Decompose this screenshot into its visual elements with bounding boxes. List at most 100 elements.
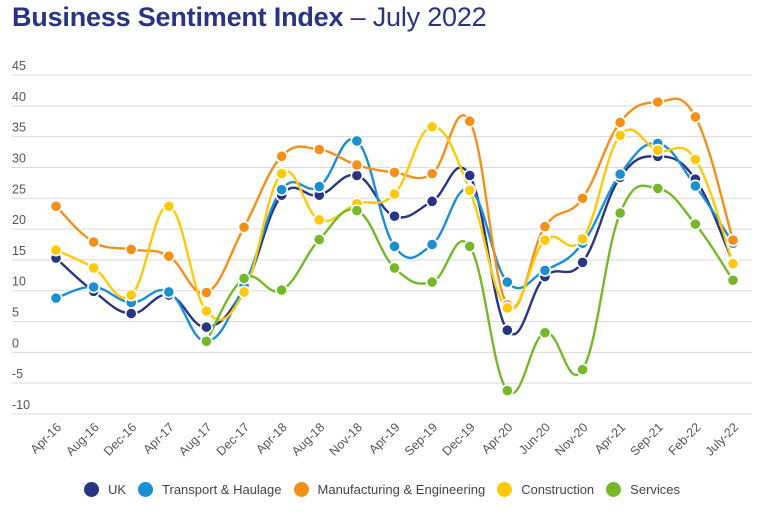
data-point-construction[interactable] [312,213,326,227]
data-point-manufacturing-engineering[interactable] [350,158,364,172]
data-point-uk[interactable] [500,323,514,337]
data-point-transport-haulage[interactable] [87,280,101,294]
data-point-services[interactable] [425,275,439,289]
y-tick-label: -10 [12,398,30,412]
data-point-services[interactable] [726,273,740,287]
data-point-transport-haulage[interactable] [538,263,552,277]
data-point-construction[interactable] [613,129,627,142]
data-point-manufacturing-engineering[interactable] [688,110,702,124]
legend-label: Services [630,482,681,497]
data-point-manufacturing-engineering[interactable] [425,167,439,181]
data-point-construction[interactable] [538,233,552,247]
data-point-construction[interactable] [237,285,251,299]
data-point-uk[interactable] [350,169,364,182]
data-point-services[interactable] [237,271,251,285]
data-point-construction[interactable] [124,288,138,302]
y-tick-label: 25 [12,182,26,196]
data-point-transport-haulage[interactable] [425,238,439,251]
data-point-construction[interactable] [200,304,213,318]
data-point-transport-haulage[interactable] [500,275,514,289]
data-point-manufacturing-engineering[interactable] [538,220,552,234]
data-point-construction[interactable] [651,143,665,157]
data-point-manufacturing-engineering[interactable] [613,116,627,129]
legend-item-services[interactable]: Services [606,482,680,497]
data-point-services[interactable] [200,334,213,348]
data-point-construction[interactable] [425,120,439,134]
data-point-construction[interactable] [49,243,63,257]
data-point-manufacturing-engineering[interactable] [576,191,589,205]
data-point-uk[interactable] [388,209,401,223]
legend-item-construction[interactable]: Construction [497,482,594,497]
y-tick-label: 15 [12,244,26,258]
data-point-services[interactable] [538,326,552,340]
x-tick-label: Apr-17 [141,420,177,456]
data-point-transport-haulage[interactable] [162,285,176,299]
data-point-construction[interactable] [463,183,477,197]
data-point-services[interactable] [651,182,665,195]
data-point-uk[interactable] [463,169,477,182]
legend-marker-icon [138,482,154,497]
data-point-construction[interactable] [388,187,401,201]
data-point-services[interactable] [576,363,589,377]
data-point-uk[interactable] [425,194,439,208]
legend-item-manufacturing-engineering[interactable]: Manufacturing & Engineering [293,482,485,497]
legend-marker-icon [293,482,309,497]
data-point-services[interactable] [275,283,289,297]
data-point-construction[interactable] [275,167,289,181]
y-tick-label: 35 [12,121,26,135]
x-tick-label: Dec-19 [439,420,477,458]
data-point-manufacturing-engineering[interactable] [275,149,289,163]
data-point-manufacturing-engineering[interactable] [87,235,101,249]
data-point-construction[interactable] [87,261,101,275]
y-axis-labels: 45 40 35 30 25 20 15 10 5 0 -5 -10 [12,59,30,412]
data-point-construction[interactable] [500,301,514,315]
data-point-manufacturing-engineering[interactable] [200,286,213,299]
data-point-uk[interactable] [576,255,589,269]
data-point-transport-haulage[interactable] [388,239,401,253]
data-point-construction[interactable] [726,257,740,271]
data-point-services[interactable] [463,239,477,253]
chart-title-date: – July 2022 [343,2,487,32]
data-point-manufacturing-engineering[interactable] [651,95,665,109]
legend-label: Transport & Haulage [162,482,282,497]
data-point-services[interactable] [312,233,326,246]
gridlines [12,74,752,415]
y-tick-label: 45 [12,59,26,73]
data-point-services[interactable] [500,384,514,397]
data-point-services[interactable] [350,204,364,217]
data-point-construction[interactable] [162,199,176,213]
data-point-services[interactable] [688,217,702,231]
x-tick-label: Dec-16 [101,420,139,458]
legend-item-uk[interactable]: UK [83,482,127,497]
data-point-transport-haulage[interactable] [275,183,289,197]
legend-item-transport-haulage[interactable]: Transport & Haulage [138,482,282,497]
data-point-transport-haulage[interactable] [350,134,364,148]
data-point-transport-haulage[interactable] [613,167,627,181]
data-point-services[interactable] [613,206,627,220]
data-point-uk[interactable] [124,307,138,320]
data-point-manufacturing-engineering[interactable] [49,199,63,213]
data-point-manufacturing-engineering[interactable] [312,143,326,156]
data-point-manufacturing-engineering[interactable] [237,220,251,234]
data-point-manufacturing-engineering[interactable] [388,165,401,179]
legend-label: UK [107,482,127,497]
x-tick-label: July-22 [703,420,741,458]
x-tick-label: Aug-16 [63,420,101,458]
legend-marker-icon [83,482,99,497]
data-point-manufacturing-engineering[interactable] [726,233,740,247]
data-point-services[interactable] [388,261,401,275]
x-tick-label: Jun-20 [516,420,553,457]
data-point-manufacturing-engineering[interactable] [463,114,477,128]
data-point-transport-haulage[interactable] [312,180,326,193]
data-point-transport-haulage[interactable] [49,291,63,305]
data-point-uk[interactable] [200,320,213,334]
legend-label: Construction [521,482,595,497]
data-point-transport-haulage[interactable] [688,179,702,193]
x-tick-label: Sep-19 [402,420,440,458]
x-tick-label: Sep-21 [627,420,665,458]
data-point-construction[interactable] [688,153,702,166]
data-point-manufacturing-engineering[interactable] [162,249,176,263]
data-point-manufacturing-engineering[interactable] [124,243,138,256]
data-point-construction[interactable] [576,232,589,246]
chart-title: Business Sentiment Index – July 2022 [12,2,487,33]
